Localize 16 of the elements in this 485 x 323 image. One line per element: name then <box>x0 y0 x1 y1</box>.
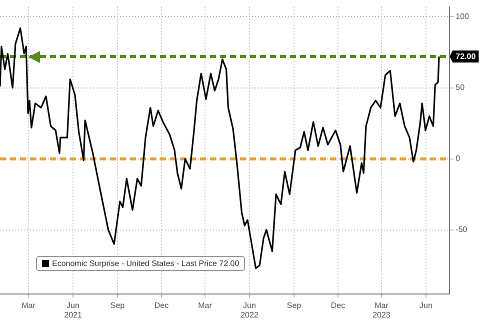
x-tick-label: Jun <box>420 300 432 310</box>
x-tick-label: Mar 2023 <box>372 300 391 320</box>
y-tick-label: 0 <box>456 154 461 164</box>
x-tick-label: Dec <box>154 300 169 310</box>
x-tick-label: Mar <box>22 300 36 310</box>
legend-label: Economic Surprise - United States - Last Price 72.00 <box>52 258 240 268</box>
x-tick-label: Sep <box>110 300 126 310</box>
x-tick-label: Mar <box>198 300 212 310</box>
annotation: 72.00 <box>456 52 476 62</box>
y-tick-label: 50 <box>456 82 466 92</box>
x-tick-label: Dec <box>330 300 346 310</box>
y-tick-label: 100 <box>456 12 470 21</box>
x-tick-label: Jun 2021 <box>64 300 82 320</box>
x-tick-label: Sep <box>286 300 302 310</box>
y-tick-label: -50 <box>456 225 468 234</box>
x-tick-label: Jun 2022 <box>240 300 259 320</box>
